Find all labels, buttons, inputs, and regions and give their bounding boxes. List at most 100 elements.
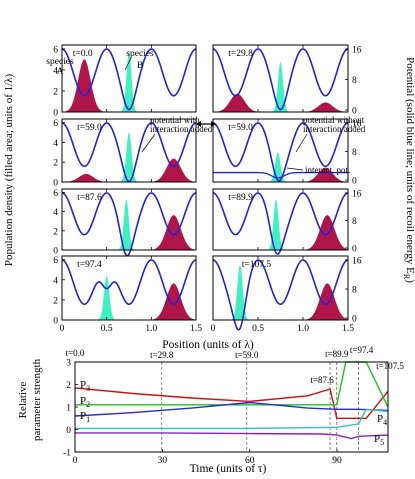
panel-time-label: t=107.5 [242,260,272,270]
with-interaction-1: potential with [150,115,200,125]
y-tick-label: 0 [53,317,58,327]
chart-frame [74,361,389,453]
panel-frame [61,188,197,251]
y-tick-label: 4 [53,208,58,218]
time-marker-label: t=87.6 [310,375,334,385]
species-b-density [213,152,348,182]
x-tick-label: 0 [73,456,78,466]
potential-curve [61,48,197,111]
species-a-density [62,283,196,320]
y-tick-label: 0 [352,107,357,117]
with-interaction-2: interaction added [150,124,213,134]
y-tick-label: 8 [352,286,357,296]
species-a-density [213,102,348,112]
x-tick-label: 1.5 [342,324,354,334]
y-tick-label: 6 [53,119,58,129]
panel-time-label: t=59.0 [77,123,102,133]
y-tick-label: 4 [53,66,58,76]
species-b-density [62,199,196,250]
potential-curve [212,48,349,111]
y-tick-label: 6 [53,189,58,199]
double-arrow-icon [196,121,216,127]
y-tick-label: 0 [53,179,58,189]
time-marker-label: t=59.0 [235,350,259,360]
density-panel: t=97.4 0 2 4 6 0 0.5 1.0 1.5 [53,255,202,334]
x-tick-label: 0 [60,324,65,334]
x-tick-label: 90 [332,456,342,466]
density-panel: t=59.0 0 8 16 [212,118,362,187]
density-panel: t=59.0 0 2 4 6 [53,118,197,189]
series-label: P3 [80,379,90,393]
panel-time-label: t=59.0 [228,123,253,133]
species-a-density [62,158,196,182]
x-tick-label: 1.5 [190,324,202,334]
y-tick-label: 1 [66,404,71,414]
x-tick-label: 1.0 [145,324,157,334]
time-marker-label: t=89.9 [325,349,349,359]
x-tick-label: 30 [158,456,168,466]
panel-frame [61,118,197,183]
panel-frame [212,118,349,183]
time-marker-label: t=0.0 [66,348,85,358]
y-tick-label: 8 [352,148,357,158]
y-tick-label: 6 [53,45,58,55]
y-tick-label: 2 [53,227,58,237]
y-tick-label: 16 [352,120,362,130]
annotations: species A species B potential with inter… [46,49,365,175]
series-p1 [74,401,389,417]
series-label: P1 [80,410,90,424]
panel-frame [212,188,349,251]
species-a-density [62,59,196,112]
y-tick-label: 2 [53,296,58,306]
y-tick-label: 6 [53,256,58,266]
x-axis-label: Position (units of λ) [162,339,254,351]
series-label: P5 [374,433,384,447]
potential-curve [212,122,349,182]
series-label: P4 [377,413,387,427]
y-tick-label: 0 [352,177,357,187]
interact-pot-label: interact. pot. [305,165,350,175]
potential-curve [61,192,197,257]
y-tick-label: 0 [352,315,357,325]
y-tick-label: 2 [53,159,58,169]
species-a-density [213,93,348,112]
species-a-density [62,215,196,250]
y-tick-label: 0 [53,247,58,257]
left-axis-label: Population density (filled area; units o… [3,74,15,267]
series-label: P2 [80,395,90,409]
species-a-density [213,283,348,320]
bottom-y-label-2: parameter strength [31,358,43,441]
y-tick-label: 0 [53,109,58,119]
species-b-density [213,62,348,112]
species-a-density [213,167,348,182]
y-tick-label: 2 [53,87,58,97]
x-tick-label: 0 [211,324,216,334]
panel-time-label: t=0.0 [73,49,93,59]
density-panel: t=107.5 0 8 16 0 0.5 1.0 1.5 [211,255,362,334]
panel-time-label: t=87.6 [77,193,102,203]
y-tick-label: 16 [352,190,362,200]
panel-time-label: t=29.8 [228,49,253,59]
y-tick-label: 3 [66,359,71,369]
potential-curve [61,259,197,306]
panel-time-label: t=97.4 [77,260,102,270]
y-tick-label: 0 [66,426,71,436]
series-p5 [75,432,389,440]
species-b-label-2: B [137,61,143,71]
panel-time-label: t=89.9 [228,193,253,203]
y-tick-label: 0 [352,245,357,255]
species-b-density [213,265,348,320]
species-b-density [62,132,196,182]
species-a-density [62,173,196,182]
species-a-label-2: A [57,67,64,77]
density-panel: t=29.8 0 8 16 [212,44,362,117]
panel-frame [212,255,349,321]
x-tick-label: 1.0 [297,324,309,334]
y-tick-label: -1 [63,449,71,459]
y-tick-label: 16 [352,46,362,56]
y-tick-label: 2 [66,381,71,391]
time-marker-label: t=97.4 [350,345,374,355]
x-tick-label: 0.5 [101,324,113,334]
